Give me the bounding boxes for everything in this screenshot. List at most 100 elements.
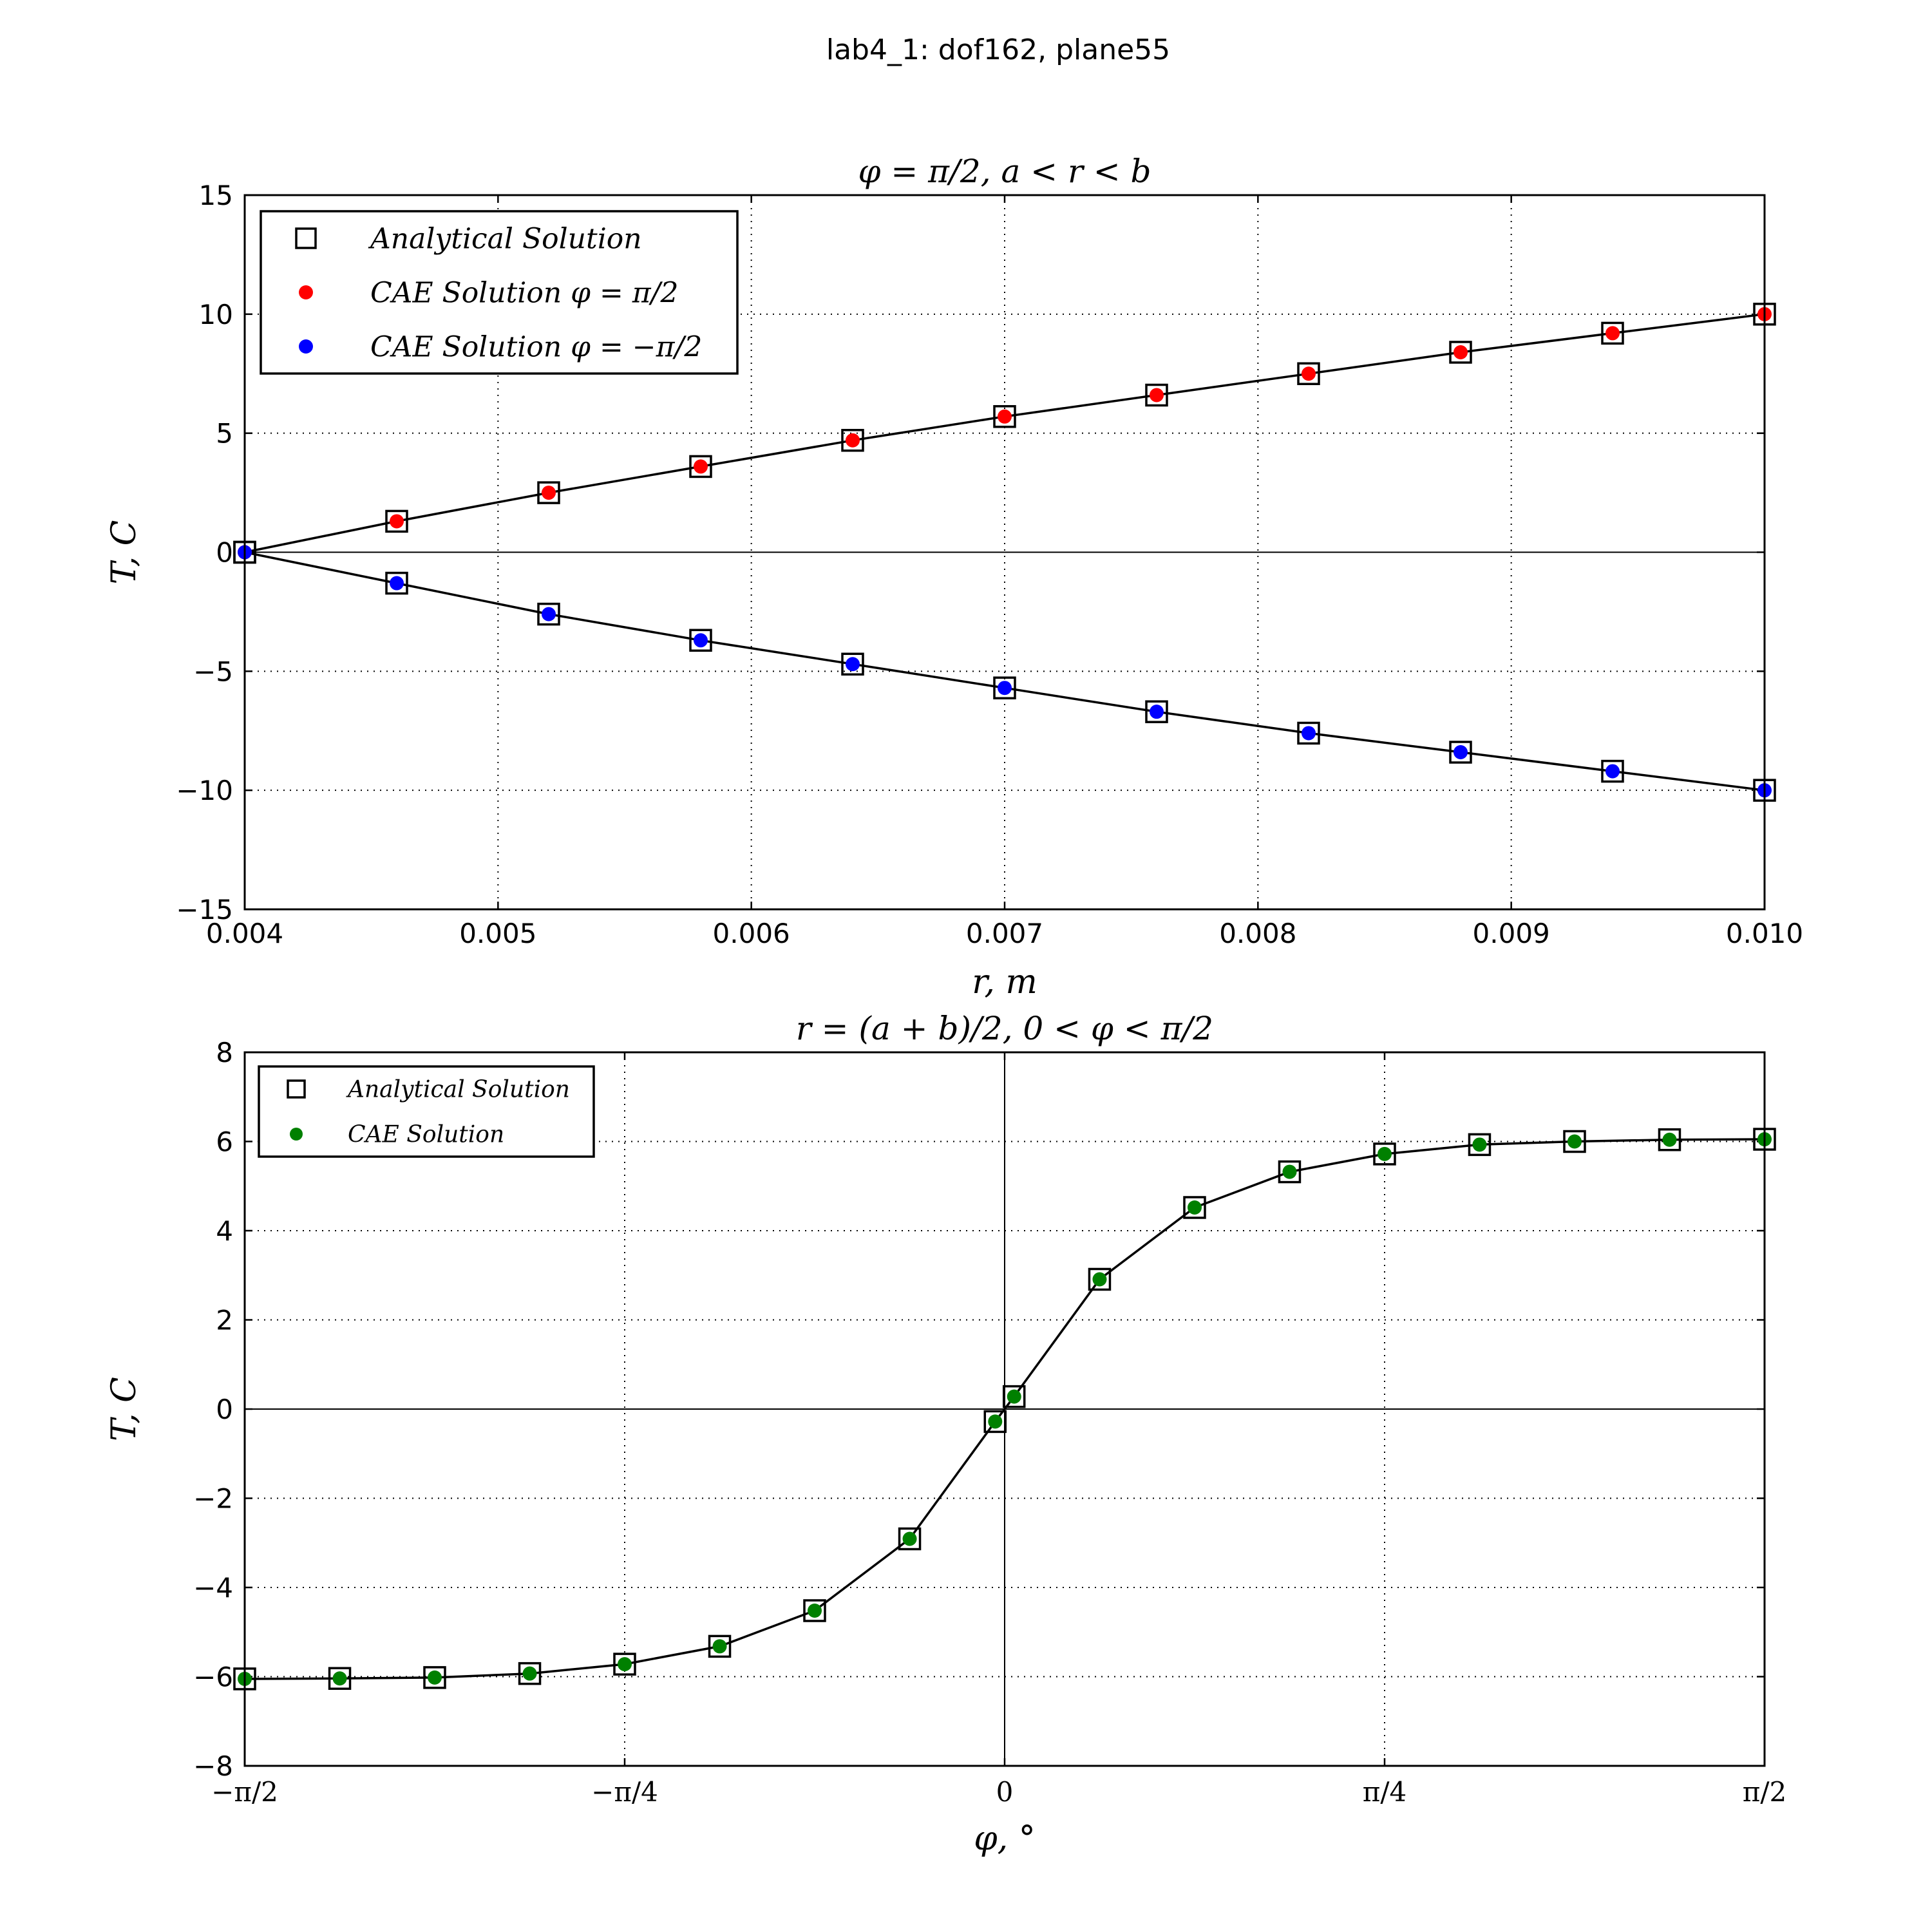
legend-box bbox=[258, 1065, 595, 1158]
y-tick-label: −4 bbox=[193, 1572, 233, 1604]
analytical-point bbox=[385, 509, 408, 533]
y-axis-label: T, C bbox=[105, 520, 144, 585]
x-tick-label: 0.007 bbox=[966, 918, 1043, 949]
chart-1: φ = π/2, a < r < b 0.004 0.005 0.006 0.007 0.… bbox=[105, 153, 1803, 1001]
x-tick-label: −π/4 bbox=[591, 1776, 658, 1808]
y-tick-label: −15 bbox=[176, 894, 233, 925]
analytical-point bbox=[613, 1653, 636, 1676]
analytical-point bbox=[1373, 1142, 1396, 1166]
cae-point bbox=[1092, 1272, 1107, 1287]
cae-point bbox=[712, 1639, 727, 1654]
cae-point bbox=[332, 1671, 347, 1686]
cae-point bbox=[1150, 388, 1164, 402]
legend-marker-circle bbox=[299, 339, 313, 354]
cae-point bbox=[1302, 366, 1316, 381]
analytical-point bbox=[1601, 321, 1624, 345]
cae-point bbox=[1662, 1132, 1677, 1147]
cae-point bbox=[522, 1666, 537, 1681]
legend-label: Analytical Solution bbox=[368, 222, 642, 255]
cae-point bbox=[1567, 1134, 1582, 1149]
y-tick-label: −5 bbox=[193, 656, 233, 687]
x-tick-label: 0 bbox=[996, 1776, 1014, 1808]
analytical-point bbox=[898, 1527, 922, 1551]
x-tick-label: 0.010 bbox=[1726, 918, 1803, 949]
cae-point bbox=[998, 681, 1012, 696]
analytical-point bbox=[983, 1410, 1007, 1434]
cae-point bbox=[1188, 1200, 1202, 1215]
analytical-point bbox=[1088, 1267, 1112, 1291]
analytical-point bbox=[1601, 759, 1624, 783]
x-tick-label: 0.009 bbox=[1473, 918, 1550, 949]
analytical-point bbox=[689, 629, 712, 652]
analytical-point bbox=[689, 455, 712, 478]
cae-point bbox=[1605, 326, 1620, 341]
x-axis-label: φ, ° bbox=[974, 1819, 1035, 1858]
analytical-point bbox=[423, 1666, 446, 1689]
analytical-point bbox=[993, 405, 1016, 428]
x-tick-label: 0.004 bbox=[206, 918, 283, 949]
analytical-point bbox=[1145, 383, 1168, 407]
x-tick-label: 0.006 bbox=[713, 918, 790, 949]
legend-marker-square bbox=[295, 227, 317, 249]
analytical-point bbox=[537, 481, 560, 504]
cae-point bbox=[694, 633, 708, 648]
analytical-point bbox=[708, 1634, 732, 1658]
legend-marker-square bbox=[287, 1079, 306, 1099]
x-tick-label: −π/2 bbox=[211, 1776, 278, 1808]
cae-point bbox=[1472, 1137, 1487, 1152]
cae-point bbox=[618, 1657, 632, 1672]
y-tick-label: −6 bbox=[193, 1662, 233, 1693]
y-tick-label: 2 bbox=[216, 1305, 233, 1336]
analytical-point bbox=[1183, 1196, 1206, 1219]
legend-label: CAE Solution φ = −π/2 bbox=[370, 330, 702, 363]
plot-frame bbox=[243, 194, 1766, 911]
cae-point bbox=[846, 657, 860, 672]
y-tick-label: 0 bbox=[216, 537, 233, 569]
y-tick-label: 6 bbox=[216, 1126, 233, 1158]
y-tick-label: 0 bbox=[216, 1394, 233, 1425]
cae-point bbox=[542, 486, 556, 500]
cae-point bbox=[1302, 726, 1316, 741]
x-axis-label: r, m bbox=[972, 963, 1037, 1001]
analytical-point bbox=[1278, 1160, 1302, 1184]
series-line bbox=[244, 1138, 1765, 1680]
chart-2: r = (a + b)/2, 0 < φ < π/2 −π/2 −π/4 0 π/4 π/… bbox=[105, 1010, 1786, 1858]
y-tick-label: 5 bbox=[216, 418, 233, 450]
analytical-point bbox=[537, 602, 560, 626]
y-tick-label: 10 bbox=[199, 299, 233, 330]
legend-label: Analytical Solution bbox=[346, 1077, 570, 1103]
cae-point bbox=[808, 1604, 822, 1618]
analytical-point bbox=[385, 571, 408, 595]
y-tick-label: −10 bbox=[176, 775, 233, 806]
cae-point bbox=[1454, 745, 1468, 760]
analytical-point bbox=[993, 676, 1016, 699]
cae-point bbox=[846, 433, 860, 448]
analytical-point bbox=[328, 1667, 352, 1690]
cae-point bbox=[998, 409, 1012, 424]
analytical-point bbox=[1449, 741, 1472, 764]
y-tick-label: 4 bbox=[216, 1215, 233, 1247]
cae-point bbox=[988, 1414, 1003, 1429]
analytical-point bbox=[1297, 362, 1320, 385]
y-tick-label: −2 bbox=[193, 1483, 233, 1515]
legend: Analytical Solution CAE Solution φ = π/2 C… bbox=[260, 210, 739, 375]
x-tick-label: 0.005 bbox=[459, 918, 536, 949]
analytical-point bbox=[841, 652, 864, 676]
cae-point bbox=[1150, 705, 1164, 719]
analytical-point bbox=[841, 429, 864, 452]
analytical-point bbox=[1563, 1130, 1586, 1153]
cae-point bbox=[542, 607, 556, 621]
figure-suptitle: lab4_1: dof162, plane55 bbox=[826, 33, 1170, 66]
cae-point bbox=[1007, 1389, 1021, 1404]
cae-point bbox=[1605, 764, 1620, 779]
analytical-point bbox=[518, 1662, 542, 1685]
legend-marker-circle bbox=[299, 285, 313, 299]
analytical-point bbox=[803, 1599, 826, 1622]
cae-point bbox=[390, 576, 404, 591]
y-tick-label: 15 bbox=[199, 180, 233, 211]
analytical-point bbox=[1145, 700, 1168, 723]
legend-label: CAE Solution bbox=[348, 1122, 504, 1148]
cae-point bbox=[428, 1670, 442, 1685]
cae-point bbox=[390, 514, 404, 529]
